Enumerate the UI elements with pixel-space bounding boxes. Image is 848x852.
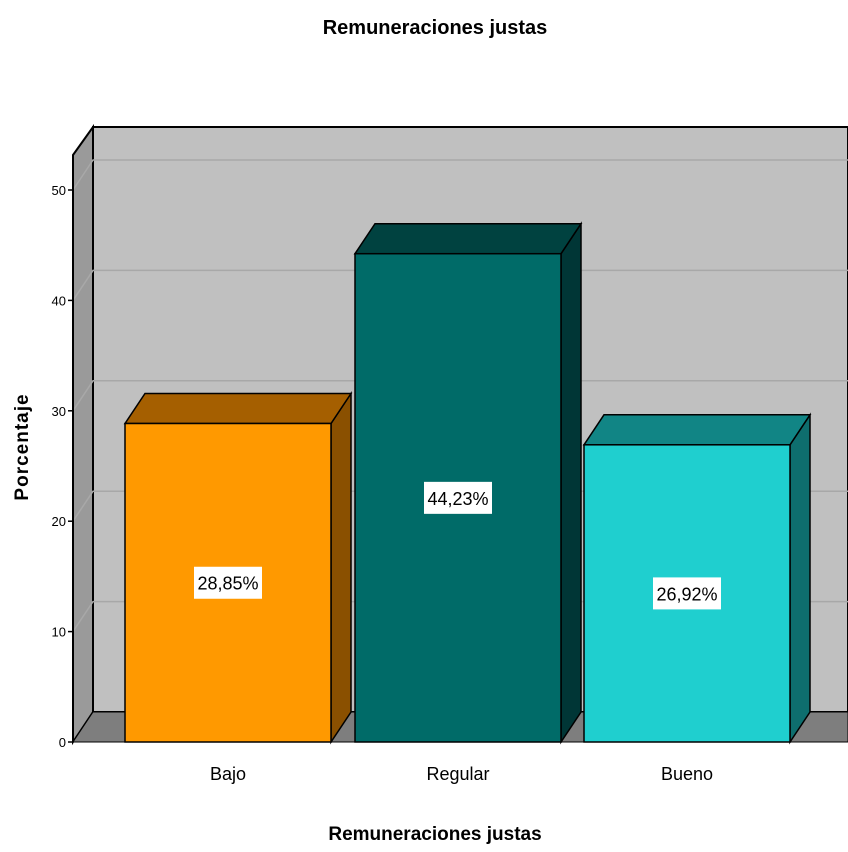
y-tick-label: 20 <box>52 514 66 529</box>
data-label: 28,85% <box>194 566 262 599</box>
gridline <box>72 380 848 412</box>
y-tick-label: 30 <box>52 404 66 419</box>
bar-side <box>560 221 582 745</box>
data-label-box <box>194 566 262 599</box>
data-label-box <box>424 481 492 514</box>
bar-top <box>353 222 583 255</box>
gridline <box>72 159 848 191</box>
bar-top <box>582 414 812 446</box>
bar-top <box>123 392 353 425</box>
chart-title: Remuneraciones justas <box>323 17 548 39</box>
data-label: 44,23% <box>424 481 492 514</box>
data-label: 26,92% <box>653 577 721 610</box>
bar-side <box>330 391 352 745</box>
x-tick-label: Bajo <box>210 764 246 784</box>
data-label-text: 26,92% <box>656 584 717 604</box>
data-label-text: 28,85% <box>197 574 258 594</box>
x-axis-label: Remuneraciones justas <box>328 824 541 845</box>
y-tick-label: 0 <box>59 735 66 750</box>
chart-side-wall <box>72 123 94 746</box>
x-axis: Bajo Regular Bueno <box>210 764 713 784</box>
y-tick-label: 10 <box>52 625 66 640</box>
data-label-box <box>653 577 721 610</box>
y-tick-label: 50 <box>52 183 66 198</box>
gridline <box>72 269 848 301</box>
x-tick-label: Regular <box>426 764 489 784</box>
x-tick-label: Bueno <box>661 764 713 784</box>
y-axis-label: Porcentaje <box>12 393 33 500</box>
data-labels: 28,85% 44,23% 26,92% <box>194 481 721 610</box>
data-label-text: 44,23% <box>427 489 488 509</box>
bars <box>123 221 812 745</box>
y-axis: 0 10 20 30 40 50 <box>52 155 74 750</box>
bar-side <box>789 412 811 745</box>
y-tick-label: 40 <box>52 293 66 308</box>
